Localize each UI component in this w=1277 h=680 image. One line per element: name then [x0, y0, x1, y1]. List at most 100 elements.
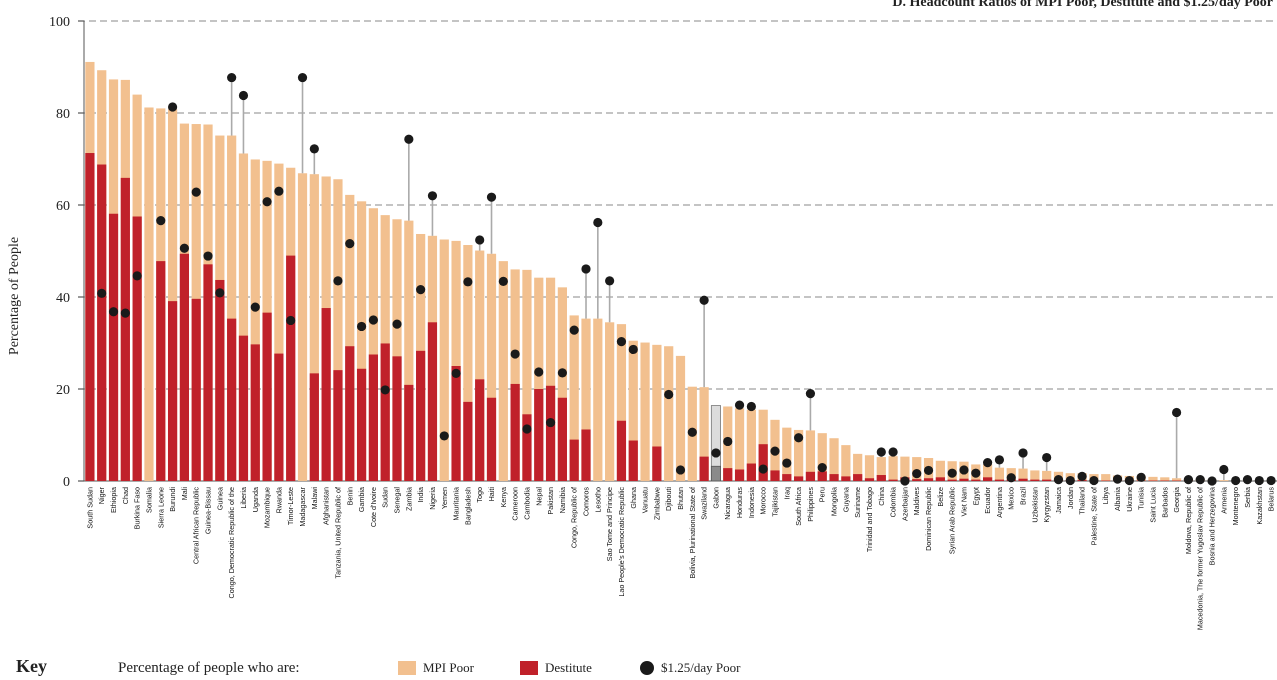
x-tick-label: Viet Nam [959, 487, 968, 516]
mpi-bar [1101, 474, 1111, 481]
x-tick-label: Mozambique [263, 487, 272, 528]
dollar-dot [191, 187, 201, 197]
destitute-bar [734, 469, 745, 481]
dollar-dot [97, 288, 107, 298]
mpi-bar [616, 324, 627, 481]
destitute-bar [215, 279, 225, 481]
dollar-dot [179, 243, 190, 253]
x-tick-label: Indonesia [747, 487, 756, 518]
destitute-bar [463, 401, 473, 481]
dollar-dot [156, 216, 166, 226]
mpi-bar [238, 153, 249, 482]
x-tick-label: Armenia [1219, 487, 1228, 514]
x-tick-label: Guinea [215, 487, 224, 510]
x-tick-label: Tanzania, United Republic of [333, 487, 342, 579]
destitute-bar [994, 479, 1005, 481]
mpi-bar [734, 408, 745, 481]
dollar-dot [593, 217, 603, 228]
dollar-dots [97, 72, 1276, 486]
dollar-dot [687, 427, 697, 437]
mpi-bar [817, 433, 827, 481]
mpi-bar [439, 239, 449, 481]
destitute-bar [156, 261, 166, 481]
legend-title: Key [16, 656, 47, 676]
mpi-bar [853, 453, 863, 481]
mpi-bar [935, 460, 945, 481]
destitute-bar [191, 298, 201, 481]
x-tick-label: Jordan [1066, 487, 1075, 509]
x-tick-label: Tunisia [1137, 487, 1146, 510]
dollar-dot [770, 446, 780, 456]
dollar-dot [1065, 475, 1075, 486]
x-tick-label: Congo, Republic of [570, 487, 579, 548]
destitute-bar [971, 479, 981, 481]
dollar-dot [557, 368, 567, 378]
mpi-bar [699, 387, 709, 481]
y-tick-label: 60 [56, 199, 70, 214]
mpi-bar [475, 250, 485, 481]
x-tick-label: Argentina [995, 487, 1004, 518]
x-tick-label: Ethiopia [109, 487, 118, 513]
mpi-bar [864, 455, 875, 481]
mpi-bar [912, 457, 922, 481]
x-tick-label: Maldives [912, 487, 921, 516]
dollar-dot [1231, 475, 1241, 486]
dollar-dot [510, 349, 520, 359]
destitute-bar [167, 301, 178, 481]
dollar-dot [475, 235, 485, 245]
y-tick-label: 20 [56, 383, 70, 398]
x-tick-label: Djibouti [664, 487, 673, 511]
dollar-dot [345, 239, 355, 249]
destitute-swatch [520, 661, 538, 675]
x-tick-label: Uzbekistan [1030, 487, 1039, 523]
x-tick-label: India [416, 487, 425, 503]
destitute-bar [321, 308, 331, 481]
dollar-dot [581, 264, 591, 274]
mpi-bar [486, 253, 497, 481]
mpi-bar [782, 427, 792, 481]
destitute-bar [510, 383, 520, 481]
x-tick-label: South Africa [794, 487, 803, 526]
mpi-bar [333, 179, 343, 482]
y-tick-label: 0 [63, 475, 70, 490]
destitute-bar [85, 153, 95, 481]
destitute-bar [723, 468, 733, 481]
dollar-dot [250, 302, 260, 312]
mpi-bar [309, 174, 319, 481]
x-tick-label: Georgia [1172, 487, 1181, 513]
dollar-dot [782, 458, 792, 468]
mpi-bar [1160, 477, 1170, 481]
dollar-dot [628, 344, 638, 355]
x-tick-label: Serbia [1243, 487, 1252, 508]
dollar-dot [486, 192, 497, 202]
dollar-dot [463, 277, 473, 287]
y-tick-label: 100 [49, 15, 70, 30]
mpi-bar [250, 159, 260, 481]
dollar-dot [923, 465, 934, 476]
x-tick-label: Jamaica [1054, 487, 1063, 514]
mpi-bar [392, 219, 402, 481]
legend-label-mpi: MPI Poor [423, 660, 474, 675]
mpi-bar [664, 346, 674, 481]
destitute-bar [1018, 478, 1028, 481]
mpi-bar [356, 201, 367, 481]
destitute-bar [120, 177, 130, 482]
dollar-dot [817, 463, 827, 473]
dollar-dot [723, 436, 733, 447]
x-tick-label: Ukraine [1125, 487, 1134, 512]
chart-title: D. Headcount Ratios of MPI Poor, Destitu… [892, 0, 1273, 10]
dollar-dot [1018, 448, 1028, 458]
destitute-bar [451, 366, 461, 481]
destitute-bar [262, 312, 272, 481]
x-tick-label: Morocco [759, 487, 768, 515]
x-tick-label: Yemen [440, 487, 449, 509]
x-tick-label: Brazil [1019, 487, 1028, 505]
dollar-dot [1042, 452, 1052, 463]
destitute-bar [274, 353, 284, 481]
destitute-bar [947, 479, 957, 481]
dollar-dot [900, 476, 910, 486]
x-tick-label: Bolivia, Plurinational State of [688, 487, 697, 579]
dollar-dot [297, 72, 308, 83]
destitute-bar [333, 370, 343, 481]
dollar-dot [1254, 475, 1264, 486]
